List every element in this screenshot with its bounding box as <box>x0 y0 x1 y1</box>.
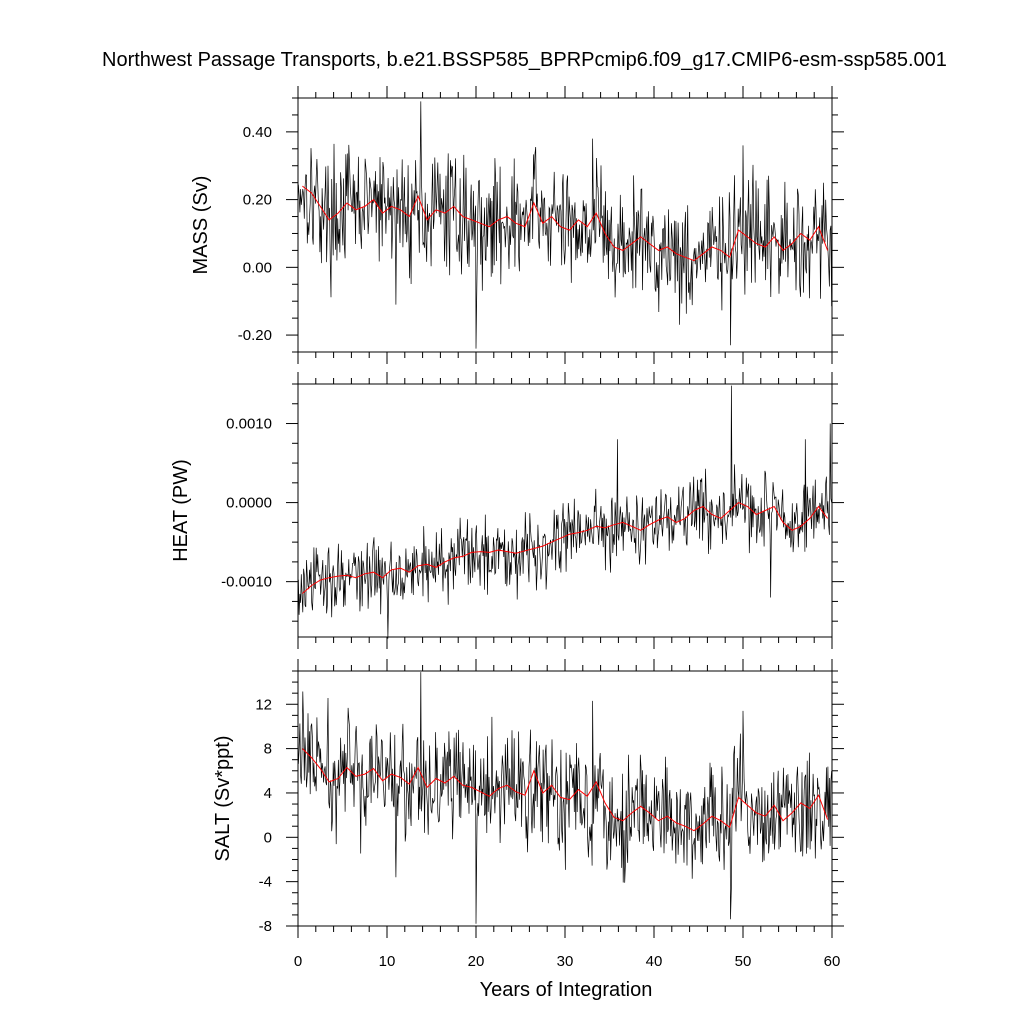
salt-y-axis-label: SALT (Sv*ppt) <box>212 736 234 862</box>
heat-annual-mean-line <box>302 502 828 594</box>
mass-annual-mean-series <box>302 185 829 262</box>
salt-axes: -8 -4 0 4 8 12 <box>255 659 844 938</box>
mass-axes: -0.20 0.00 0.20 0.40 <box>238 86 844 364</box>
x-axis-label: Years of Integration <box>480 979 653 1001</box>
mass-y-tick-label: 0.20 <box>243 192 272 209</box>
heat-monthly-series <box>298 385 832 639</box>
salt-monthly-series <box>298 672 832 924</box>
salt-y-tick-label: 8 <box>264 741 272 758</box>
mass-panel: -0.20 0.00 0.20 0.40 MASS (Sv) <box>190 86 844 364</box>
heat-panel: -0.0010 0.0000 0.0010 HEAT (PW) <box>170 372 844 649</box>
heat-monthly-line <box>298 385 832 639</box>
heat-annual-mean-series <box>302 502 828 594</box>
salt-y-tick-label: 12 <box>255 696 272 713</box>
heat-y-tick-label: -0.0010 <box>221 574 272 591</box>
salt-y-tick-label: 4 <box>264 785 272 802</box>
salt-monthly-line <box>298 672 832 924</box>
mass-monthly-line <box>298 101 832 349</box>
x-tick-label: 30 <box>557 953 574 970</box>
x-tick-labels: 0 10 20 30 40 50 60 <box>294 953 841 970</box>
heat-y-tick-label: 0.0000 <box>226 495 272 512</box>
salt-annual-mean-series <box>302 748 829 832</box>
mass-annual-mean-line <box>302 185 829 262</box>
mass-monthly-series <box>298 101 832 349</box>
mass-y-tick-label: -0.20 <box>238 327 272 344</box>
x-tick-label: 40 <box>646 953 663 970</box>
salt-panel: -8 -4 0 4 8 12 SALT (Sv*ppt) <box>212 659 844 938</box>
x-tick-label: 20 <box>468 953 485 970</box>
mass-y-tick-label: 0.00 <box>243 259 272 276</box>
heat-y-tick-label: 0.0010 <box>226 416 272 433</box>
salt-y-tick-label: 0 <box>264 829 272 846</box>
mass-y-tick-label: 0.40 <box>243 124 272 141</box>
salt-y-tick-label: -4 <box>259 874 272 891</box>
x-tick-label: 0 <box>294 953 302 970</box>
x-tick-label: 10 <box>379 953 396 970</box>
heat-axes: -0.0010 0.0000 0.0010 <box>221 372 844 649</box>
chart-title: Northwest Passage Transports, b.e21.BSSP… <box>102 49 947 71</box>
x-tick-label: 60 <box>824 953 841 970</box>
mass-y-axis-label: MASS (Sv) <box>190 176 212 275</box>
heat-y-axis-label: HEAT (PW) <box>170 459 192 562</box>
salt-annual-mean-line <box>302 748 829 832</box>
salt-y-tick-label: -8 <box>259 918 272 935</box>
x-tick-label: 50 <box>735 953 752 970</box>
